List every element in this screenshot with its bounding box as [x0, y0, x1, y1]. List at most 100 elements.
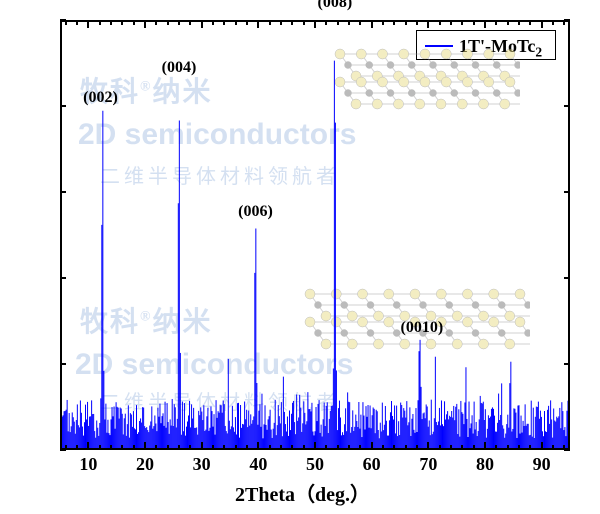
- x-tick-label: 90: [527, 454, 557, 475]
- x-tick: [178, 20, 180, 25]
- x-tick: [257, 20, 259, 28]
- x-tick: [189, 20, 191, 25]
- x-tick: [507, 445, 509, 450]
- x-tick: [427, 20, 429, 28]
- x-tick: [133, 20, 135, 25]
- x-tick: [495, 445, 497, 450]
- y-tick: [564, 105, 570, 107]
- x-tick: [325, 20, 327, 25]
- x-tick: [314, 20, 316, 28]
- x-tick: [416, 445, 418, 450]
- x-tick: [212, 445, 214, 450]
- x-tick-label: 80: [470, 454, 500, 475]
- y-tick: [60, 277, 66, 279]
- x-tick: [280, 445, 282, 450]
- x-tick: [405, 20, 407, 25]
- x-tick: [495, 20, 497, 25]
- x-tick: [461, 445, 463, 450]
- x-tick: [155, 445, 157, 450]
- xrd-spectrum: [0, 0, 600, 514]
- peak-label: (006): [228, 203, 284, 221]
- x-tick: [110, 445, 112, 450]
- x-tick: [235, 445, 237, 450]
- x-tick: [235, 20, 237, 25]
- peak-label: (008): [307, 0, 363, 12]
- x-tick-label: 70: [413, 454, 443, 475]
- x-tick: [473, 445, 475, 450]
- x-tick: [518, 445, 520, 450]
- x-tick: [393, 20, 395, 25]
- x-tick: [144, 442, 146, 450]
- y-tick: [564, 191, 570, 193]
- x-tick: [427, 442, 429, 450]
- y-tick: [60, 191, 66, 193]
- x-tick: [87, 20, 89, 28]
- x-tick: [439, 20, 441, 25]
- x-tick: [405, 445, 407, 450]
- x-tick: [269, 445, 271, 450]
- x-tick-label: 40: [243, 454, 273, 475]
- x-tick: [484, 442, 486, 450]
- x-tick: [371, 442, 373, 450]
- y-tick: [564, 19, 570, 21]
- x-tick: [167, 20, 169, 25]
- x-tick: [144, 20, 146, 28]
- x-tick: [223, 20, 225, 25]
- peak-label: (002): [73, 89, 129, 107]
- x-tick: [382, 445, 384, 450]
- peak-label: (004): [151, 59, 207, 77]
- x-tick: [76, 445, 78, 450]
- x-tick: [246, 20, 248, 25]
- x-tick-label: 20: [130, 454, 160, 475]
- x-tick: [416, 20, 418, 25]
- x-tick: [291, 445, 293, 450]
- x-tick: [337, 20, 339, 25]
- y-tick: [60, 363, 66, 365]
- x-tick: [133, 445, 135, 450]
- x-tick: [269, 20, 271, 25]
- x-tick: [87, 442, 89, 450]
- y-tick: [564, 277, 570, 279]
- x-tick: [359, 445, 361, 450]
- x-tick-label: 30: [187, 454, 217, 475]
- x-tick: [552, 20, 554, 25]
- x-tick: [303, 20, 305, 25]
- x-tick: [121, 20, 123, 25]
- x-tick: [484, 20, 486, 28]
- x-tick: [223, 445, 225, 450]
- plot-border: [60, 20, 62, 450]
- x-tick: [348, 445, 350, 450]
- x-tick: [393, 445, 395, 450]
- x-tick: [461, 20, 463, 25]
- x-tick: [121, 445, 123, 450]
- x-tick: [473, 20, 475, 25]
- x-tick: [155, 20, 157, 25]
- x-tick: [450, 445, 452, 450]
- x-tick: [552, 445, 554, 450]
- x-tick: [348, 20, 350, 25]
- x-tick: [99, 20, 101, 25]
- x-tick: [212, 20, 214, 25]
- x-tick: [450, 20, 452, 25]
- x-tick: [371, 20, 373, 28]
- x-tick: [359, 20, 361, 25]
- x-tick: [201, 20, 203, 28]
- y-tick: [60, 19, 66, 21]
- x-tick: [246, 445, 248, 450]
- plot-border: [568, 20, 570, 450]
- x-tick: [325, 445, 327, 450]
- peak-label: (0010): [394, 319, 450, 337]
- x-tick: [201, 442, 203, 450]
- y-tick: [60, 449, 66, 451]
- x-tick: [439, 445, 441, 450]
- x-tick: [178, 445, 180, 450]
- x-tick: [99, 445, 101, 450]
- x-tick: [337, 445, 339, 450]
- x-tick: [518, 20, 520, 25]
- x-tick: [529, 20, 531, 25]
- x-tick-label: 10: [73, 454, 103, 475]
- x-tick: [382, 20, 384, 25]
- x-tick: [303, 445, 305, 450]
- x-tick: [541, 442, 543, 450]
- x-tick: [110, 20, 112, 25]
